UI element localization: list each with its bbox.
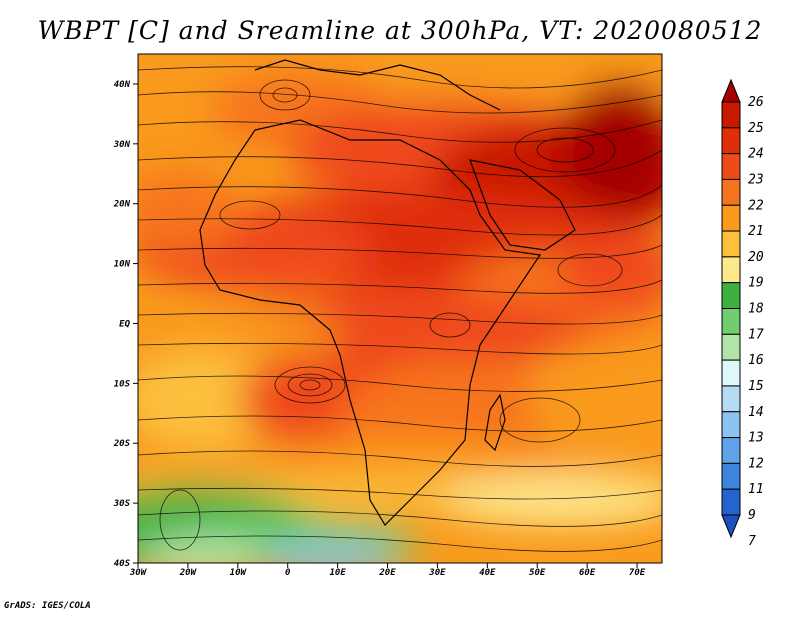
colorbar-label: 19 [748,276,764,291]
lon-tick-label: 40E [479,568,496,578]
lon-tick-label: 50E [529,568,546,578]
colorbar-segment [721,385,741,413]
lat-tick-label: 40S [114,559,131,569]
colorbar-segment [721,308,741,335]
lat-tick-label: EQ [119,319,130,329]
lat-tick-label: 20S [113,439,131,449]
lat-tick-label: 10N [114,260,131,270]
lon-tick-label: 60E [579,568,596,578]
colorbar-label: 23 [748,172,764,187]
lon-tick-label: 0 [285,568,291,578]
colorbar-segment [721,127,741,155]
colorbar-segment [721,437,741,464]
colorbar-segment [721,230,741,258]
coastline-arabia [469,159,576,251]
coastline-madagascar [484,393,506,452]
colorbar-label: 12 [748,456,764,471]
colorbar-label: 26 [748,95,764,110]
lon-tick-label: 20E [378,568,396,578]
lat-tick-label: 40N [114,80,131,90]
longitude-ticks: 30W 20W 10W 0 10E 20E 30E 40E 50E 60E 70E [129,563,646,578]
colorbar-label: 9 [748,508,756,523]
colorbar-top-arrow [721,78,741,103]
colorbar-segment [721,178,741,206]
lon-tick-label: 70E [629,568,646,578]
colorbar: 26 25 24 23 22 21 20 19 18 17 16 15 14 13 12 11 9 7 [721,78,764,549]
colorbar-segment [721,462,741,490]
colorbar-label: 18 [748,302,764,317]
coastline-europe [254,59,501,111]
lon-tick-label: 30E [428,568,446,578]
colorbar-label: 16 [748,353,764,368]
colorbar-label: 14 [748,405,764,420]
lat-tick-label: 30N [113,140,131,150]
lat-tick-label: 10S [114,379,131,389]
colorbar-segment [721,359,741,387]
colorbar-label: 22 [748,198,764,213]
lon-tick-label: 10W [230,568,248,578]
colorbar-label: 7 [748,534,756,549]
lon-tick-label: 10E [329,568,346,578]
colorbar-label: 11 [748,482,764,497]
lat-tick-label: 30S [113,499,131,509]
colorbar-label: 15 [748,379,764,394]
lat-tick-label: 20N [113,200,131,210]
colorbar-label: 13 [748,431,764,446]
colorbar-segment [721,204,741,232]
lon-tick-label: 20W [179,568,198,578]
colorbar-segment [721,411,741,439]
colorbar-segment [721,333,741,361]
footer-credit: GrADS: IGES/COLA [4,601,91,611]
colorbar-label: 25 [748,121,764,136]
plot-title: WBPT [C] and Sreamline at 300hPa, VT: 20… [37,16,763,45]
colorbar-label: 21 [748,224,764,239]
colorbar-segment [721,256,741,284]
colorbar-segment [721,282,741,309]
colorbar-label: 20 [748,250,764,265]
coastline-africa [199,119,542,526]
colorbar-bottom-arrow [721,514,741,539]
latitude-ticks: 40N 30N 20N 10N EQ 10S 20S 30S 40S [113,80,138,569]
colorbar-label: 24 [748,147,764,162]
map-frame [137,53,663,564]
colorbar-label: 17 [748,327,764,342]
colorbar-segment [721,153,741,180]
colorbar-segment [721,488,741,516]
wbpt-field [138,54,662,563]
lon-tick-label: 30W [129,568,148,578]
colorbar-segment [721,101,741,129]
